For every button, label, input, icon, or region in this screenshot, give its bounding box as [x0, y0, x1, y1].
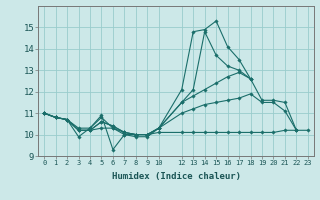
- X-axis label: Humidex (Indice chaleur): Humidex (Indice chaleur): [111, 172, 241, 181]
